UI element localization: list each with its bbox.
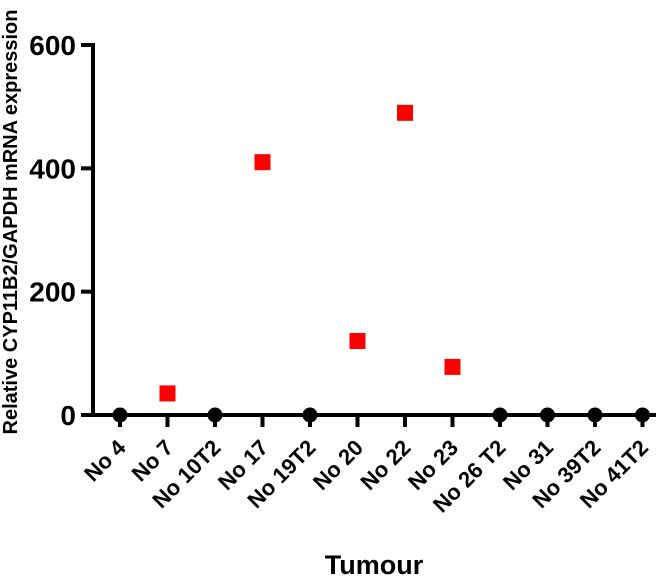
data-point-circle	[587, 407, 603, 423]
y-tick-label: 0	[60, 400, 76, 431]
data-point-circle	[635, 407, 650, 423]
axes	[81, 43, 656, 427]
data-point-square	[444, 358, 461, 375]
x-axis-title: Tumour	[325, 550, 424, 580]
data-point-circle	[112, 407, 128, 423]
data-point-circle	[492, 407, 508, 423]
x-tick-label: No 4	[79, 434, 131, 486]
y-tick-label: 400	[29, 153, 76, 184]
data-point-square	[349, 333, 366, 349]
y-tick-label: 600	[29, 30, 76, 61]
data-point-square	[254, 154, 271, 171]
data-point-circle	[540, 407, 555, 423]
data-point-square	[159, 385, 176, 402]
data-points	[112, 104, 650, 423]
y-tick-label: 200	[29, 277, 76, 308]
y-tick-labels: 0 200 400 600	[29, 30, 76, 431]
data-point-circle	[302, 407, 318, 423]
x-tick-label: No 22	[355, 435, 415, 495]
data-point-square	[397, 104, 413, 121]
x-tick-label: No 20	[308, 435, 368, 495]
y-axis-title: Relative CYP11B2/GAPDH mRNA expression	[0, 10, 22, 435]
data-point-circle	[207, 407, 223, 423]
